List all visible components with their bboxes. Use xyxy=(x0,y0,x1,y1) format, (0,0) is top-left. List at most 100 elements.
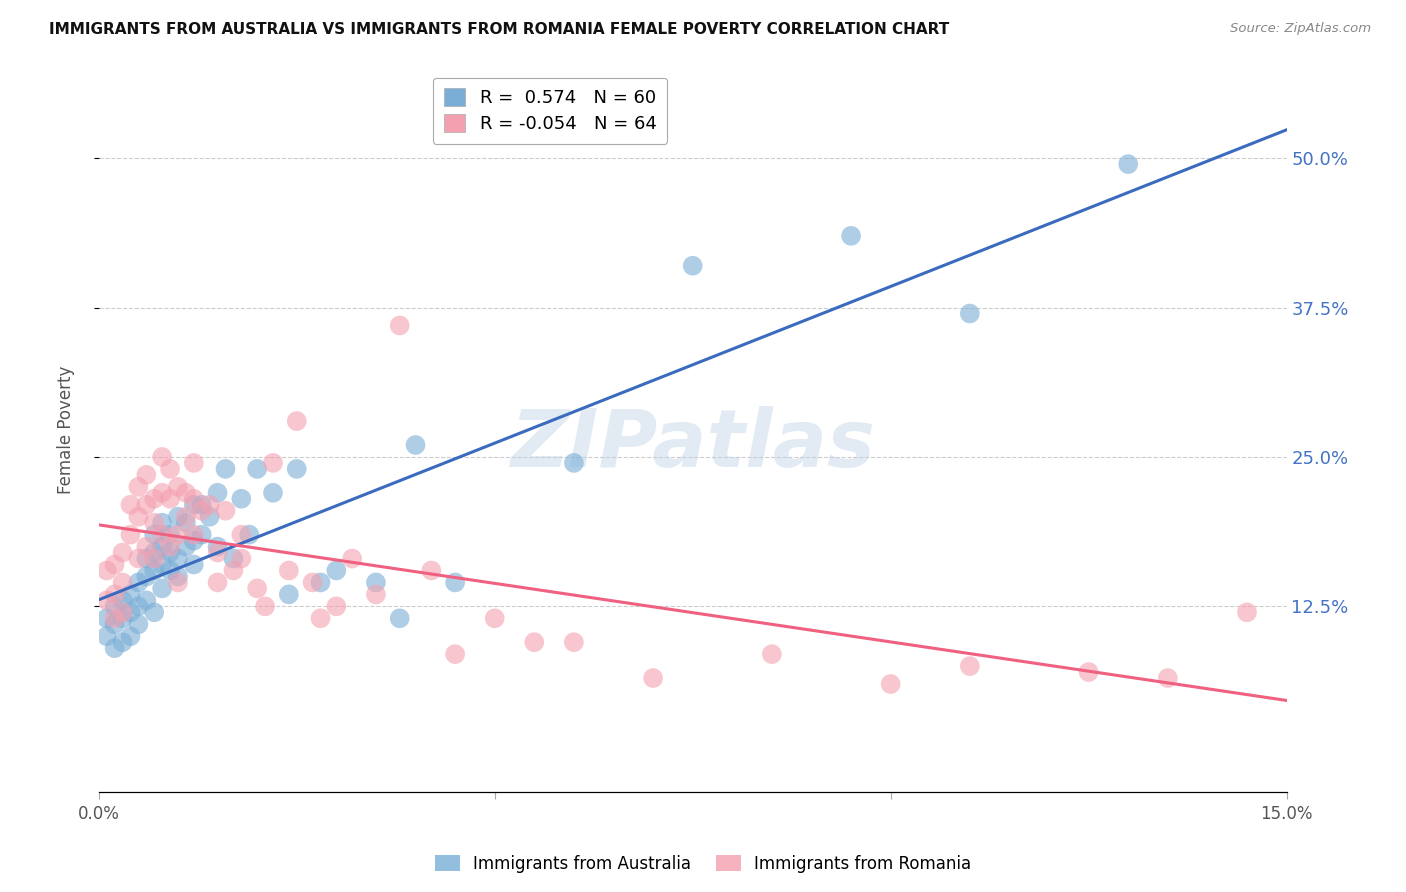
Point xyxy=(174,485,197,500)
Point xyxy=(159,491,181,506)
Point xyxy=(127,575,149,590)
Point xyxy=(388,611,411,625)
Point xyxy=(174,516,197,530)
Y-axis label: Female Poverty: Female Poverty xyxy=(58,366,75,494)
Point xyxy=(104,587,127,601)
Point xyxy=(143,551,166,566)
Point xyxy=(340,551,363,566)
Text: ZIPatlas: ZIPatlas xyxy=(510,406,875,483)
Point xyxy=(104,641,127,656)
Point xyxy=(523,635,546,649)
Point xyxy=(143,491,166,506)
Point xyxy=(159,545,181,559)
Point xyxy=(135,498,157,512)
Point xyxy=(254,599,277,614)
Point xyxy=(120,527,142,541)
Point xyxy=(120,629,142,643)
Legend: Immigrants from Australia, Immigrants from Romania: Immigrants from Australia, Immigrants fr… xyxy=(427,848,979,880)
Point xyxy=(104,558,127,572)
Point xyxy=(364,587,387,601)
Point xyxy=(96,629,118,643)
Point xyxy=(159,527,181,541)
Point xyxy=(150,516,173,530)
Point xyxy=(1236,605,1258,619)
Point xyxy=(127,509,149,524)
Point xyxy=(214,462,236,476)
Point xyxy=(143,516,166,530)
Point xyxy=(207,485,229,500)
Point xyxy=(190,527,212,541)
Point xyxy=(388,318,411,333)
Point xyxy=(150,450,173,464)
Point xyxy=(135,540,157,554)
Point xyxy=(484,611,506,625)
Point xyxy=(111,593,134,607)
Point xyxy=(174,540,197,554)
Point xyxy=(96,593,118,607)
Point xyxy=(207,575,229,590)
Point xyxy=(198,509,221,524)
Point xyxy=(231,551,253,566)
Point xyxy=(214,504,236,518)
Point xyxy=(143,564,166,578)
Point xyxy=(959,306,981,320)
Point xyxy=(174,509,197,524)
Point xyxy=(135,551,157,566)
Point xyxy=(190,498,212,512)
Point xyxy=(104,599,127,614)
Point xyxy=(159,462,181,476)
Point xyxy=(111,545,134,559)
Point xyxy=(127,617,149,632)
Point xyxy=(959,659,981,673)
Point xyxy=(167,575,190,590)
Point xyxy=(167,527,190,541)
Point xyxy=(325,564,347,578)
Point xyxy=(96,564,118,578)
Point xyxy=(150,540,173,554)
Point xyxy=(120,498,142,512)
Point xyxy=(1077,665,1099,679)
Point xyxy=(262,456,284,470)
Point xyxy=(879,677,901,691)
Point xyxy=(143,527,166,541)
Point xyxy=(231,527,253,541)
Point xyxy=(183,456,205,470)
Point xyxy=(159,564,181,578)
Point xyxy=(682,259,704,273)
Point xyxy=(150,558,173,572)
Point xyxy=(159,540,181,554)
Point xyxy=(444,647,467,661)
Point xyxy=(111,575,134,590)
Point xyxy=(562,635,585,649)
Text: Source: ZipAtlas.com: Source: ZipAtlas.com xyxy=(1230,22,1371,36)
Point xyxy=(183,498,205,512)
Point xyxy=(1116,157,1139,171)
Point xyxy=(104,617,127,632)
Point xyxy=(1157,671,1180,685)
Point xyxy=(238,527,260,541)
Point xyxy=(150,527,173,541)
Point xyxy=(231,491,253,506)
Point xyxy=(183,491,205,506)
Point xyxy=(120,587,142,601)
Point xyxy=(420,564,443,578)
Point xyxy=(96,611,118,625)
Point xyxy=(183,533,205,548)
Point xyxy=(150,485,173,500)
Point xyxy=(222,564,245,578)
Point xyxy=(364,575,387,590)
Point xyxy=(246,462,269,476)
Point xyxy=(285,414,308,428)
Point xyxy=(207,545,229,559)
Point xyxy=(111,635,134,649)
Point xyxy=(301,575,323,590)
Point xyxy=(285,462,308,476)
Point xyxy=(167,569,190,583)
Point xyxy=(120,605,142,619)
Point xyxy=(167,509,190,524)
Text: IMMIGRANTS FROM AUSTRALIA VS IMMIGRANTS FROM ROMANIA FEMALE POVERTY CORRELATION : IMMIGRANTS FROM AUSTRALIA VS IMMIGRANTS … xyxy=(49,22,949,37)
Point xyxy=(167,480,190,494)
Point xyxy=(839,228,862,243)
Point xyxy=(127,480,149,494)
Point xyxy=(643,671,665,685)
